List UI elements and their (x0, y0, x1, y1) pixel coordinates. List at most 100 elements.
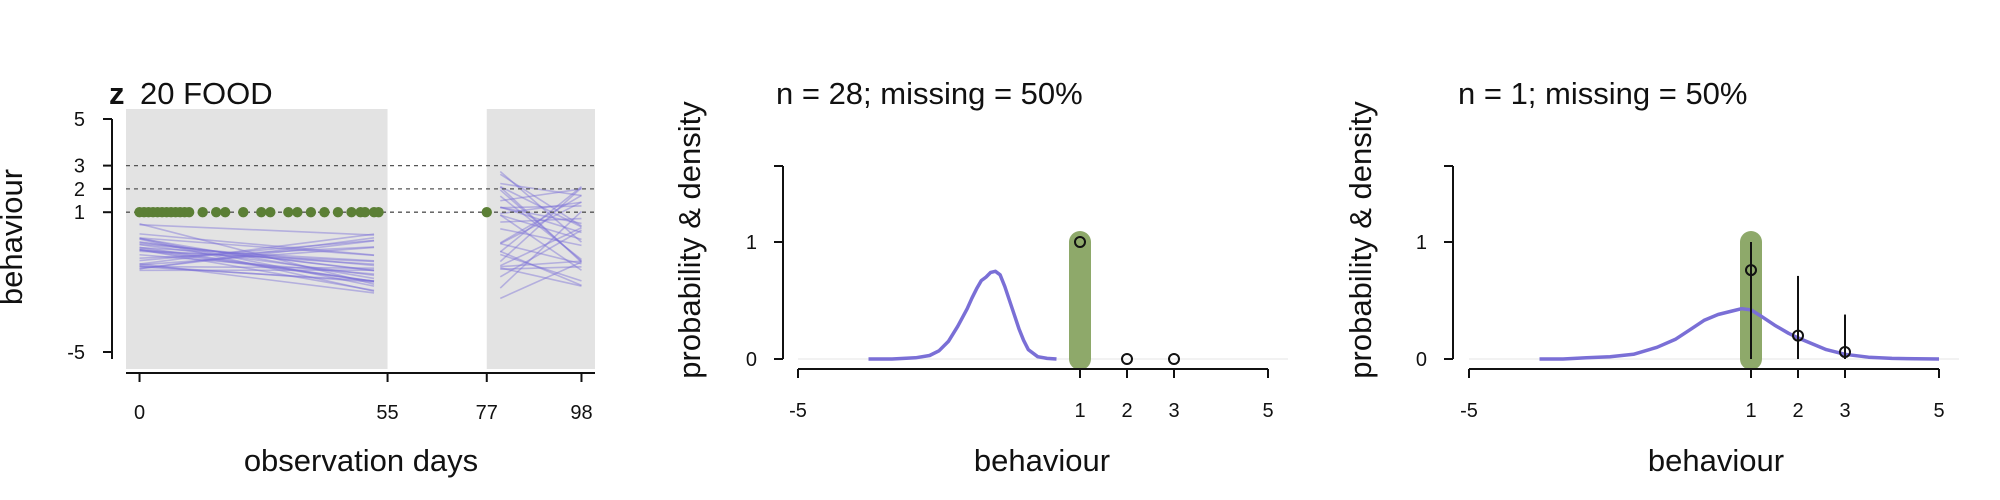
distribution-panel-2: 01-5 1 2 3 5 n = 1; missing = 50% behaviour … (1343, 76, 1959, 478)
x-tick-label: 55 (376, 402, 398, 424)
observed-point (292, 207, 303, 218)
predicted-line (139, 238, 375, 293)
observed-point (256, 207, 267, 218)
y-tick-label: -5 (67, 342, 85, 364)
predicted-line (139, 262, 375, 294)
y-tick-label: 3 (74, 156, 85, 178)
observation-window-1 (126, 109, 388, 369)
density-curve (868, 269, 1057, 361)
y-tick-label: 5 (74, 109, 85, 131)
y-axis-label: probability & density (1343, 101, 1378, 379)
observed-point (332, 207, 344, 218)
observed-point (265, 207, 276, 218)
predicted-line (500, 265, 582, 270)
predicted-line (499, 189, 582, 262)
probability-point-1 (1745, 264, 1757, 277)
predicted-line (499, 186, 583, 263)
predicted-line (139, 249, 375, 283)
predicted-line (499, 227, 582, 267)
probability-point-2 (1792, 329, 1804, 342)
y-tick-label: 2 (74, 179, 85, 201)
predicted-line (139, 246, 375, 266)
x-tick-label: 3 (1168, 400, 1179, 422)
x-tick-label: 5 (1933, 400, 1944, 422)
predicted-line (139, 237, 375, 270)
predicted-line (139, 240, 375, 270)
predicted-line (500, 214, 582, 241)
predicted-line (139, 237, 375, 280)
density-curve (1539, 306, 1940, 361)
observed-point (346, 207, 357, 218)
y-tick-label: 1 (1416, 232, 1427, 254)
predicted-line (500, 260, 582, 268)
predicted-line (139, 265, 375, 283)
x-tick-label: 77 (476, 402, 498, 424)
predicted-line (499, 214, 582, 271)
observed-point (373, 207, 384, 218)
predicted-line (139, 237, 375, 287)
predicted-line (499, 173, 582, 227)
predicted-line (499, 185, 582, 228)
probability-point-1 (1074, 236, 1086, 248)
predicted-line (139, 249, 375, 266)
distribution-panel-1: 0 1 -5 1 2 3 5 n = 28; missing = 50% behaviour… (672, 76, 1288, 478)
predicted-line (139, 243, 375, 267)
predicted-line (499, 250, 582, 287)
probability-point-3 (1839, 345, 1851, 358)
observed-point (220, 207, 231, 218)
predicted-line (139, 241, 375, 272)
y-tick-label: 0 (746, 349, 757, 371)
x-tick-label: 98 (570, 402, 592, 424)
observation-window-2 (486, 109, 595, 369)
observed-point (359, 207, 371, 218)
observed-point (481, 207, 492, 218)
predicted-line (139, 239, 375, 262)
predicted-line (499, 261, 582, 300)
predicted-line (139, 233, 375, 265)
y-axis-label: behaviour (0, 169, 29, 305)
x-tick-label: 3 (1839, 400, 1850, 422)
y-axis-label: probability & density (672, 101, 707, 379)
predicted-line (499, 210, 583, 289)
observed-point (238, 207, 249, 218)
panel-title: n = 28; missing = 50% (776, 76, 1083, 111)
predicted-line (139, 253, 375, 275)
predicted-line (500, 242, 582, 265)
predicted-line (139, 233, 375, 256)
x-axis-label: behaviour (974, 443, 1110, 478)
x-axis-label: behaviour (1648, 443, 1784, 478)
predicted-line (500, 206, 582, 234)
predicted-line (499, 185, 582, 253)
probability-point-2 (1121, 353, 1133, 365)
x-tick-label: -5 (789, 400, 807, 422)
predicted-line (139, 223, 375, 285)
predicted-line (500, 253, 582, 282)
x-tick-label: 0 (134, 402, 145, 424)
predicted-line (499, 194, 582, 244)
panel-title: 20 FOOD (140, 76, 273, 111)
timeseries-panel: 0 55 77 98 -5 123 5 z 20 FOOD observation day… (0, 76, 595, 478)
predicted-line (499, 187, 583, 263)
predicted-line (500, 182, 582, 197)
predicted-line (139, 265, 375, 269)
predicted-line (500, 206, 582, 225)
predicted-line (499, 195, 582, 261)
x-tick-label: 5 (1262, 400, 1273, 422)
x-tick-label: 1 (1074, 400, 1085, 422)
predicted-line (139, 246, 375, 283)
y-tick-label: 0 (1416, 349, 1427, 371)
y-tick-label: 1 (74, 202, 85, 224)
panel-title: n = 1; missing = 50% (1458, 76, 1748, 111)
predicted-line (499, 201, 582, 245)
observed-point (197, 207, 208, 218)
observed-point (210, 207, 222, 218)
predicted-line (500, 267, 582, 287)
y-tick-label: 1 (746, 232, 757, 254)
predicted-line (139, 243, 375, 277)
predicted-line (499, 170, 582, 243)
observed-point (319, 207, 330, 218)
observed-point (183, 207, 195, 218)
x-tick-label: 2 (1121, 400, 1132, 422)
panel-title-bold: z (109, 76, 125, 111)
